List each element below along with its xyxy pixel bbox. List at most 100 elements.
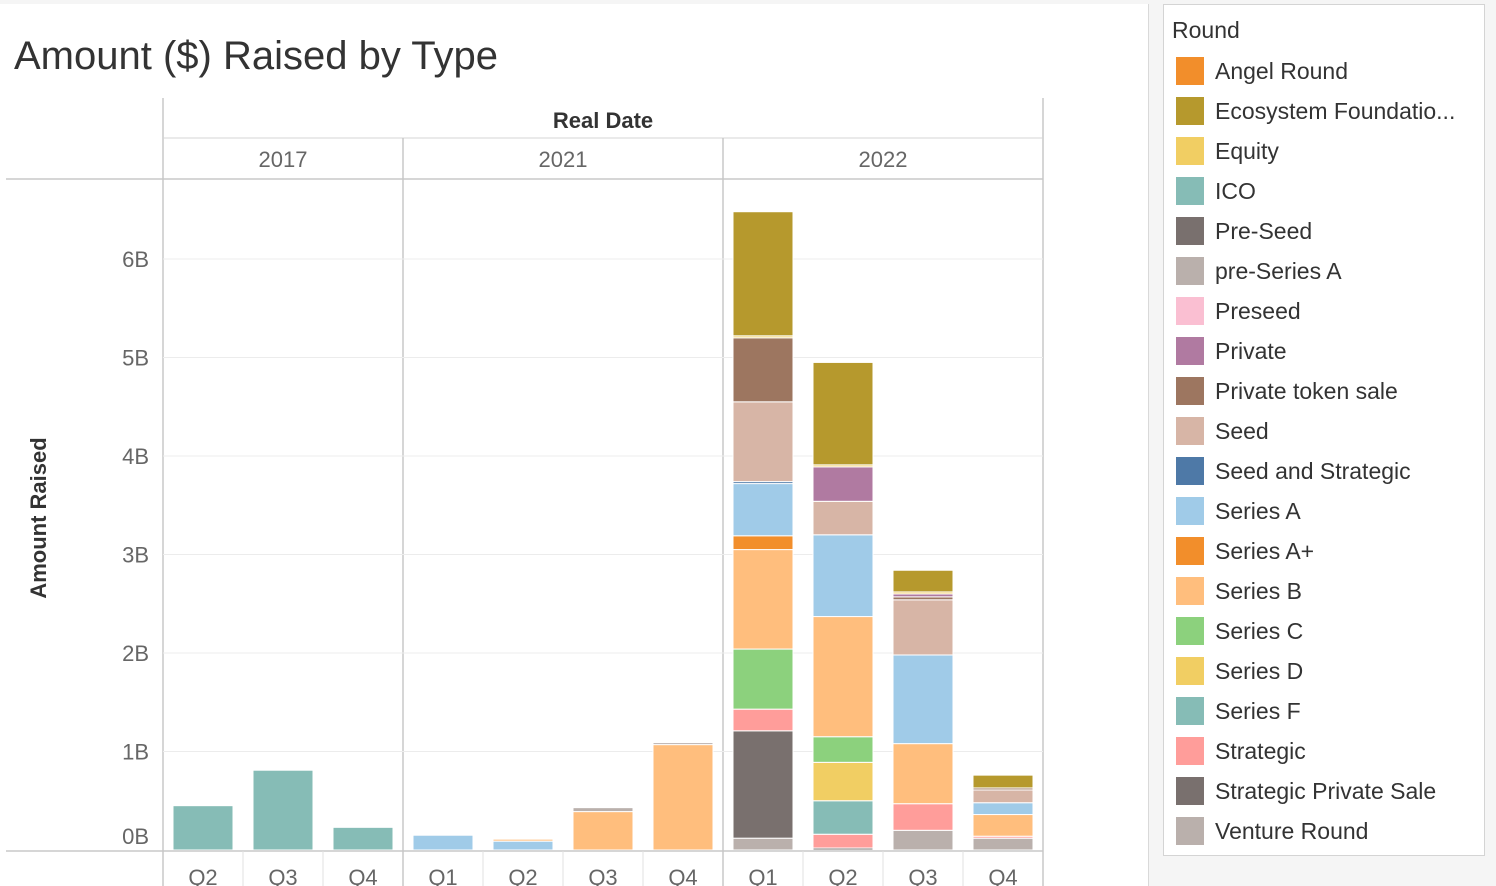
legend-title: Round	[1172, 17, 1240, 43]
bar-segment-2022-Q2[interactable]	[812, 616, 874, 738]
bar-segment-2022-Q2[interactable]	[812, 736, 874, 763]
x-tick-label: Q2	[828, 865, 857, 886]
bar-segment-2017-Q4[interactable]	[332, 826, 394, 851]
bar-segment-2022-Q3[interactable]	[892, 569, 954, 593]
legend-item[interactable]: Series D	[1176, 656, 1482, 686]
bar-segment-2022-Q3[interactable]	[892, 829, 954, 851]
legend-swatch	[1176, 577, 1204, 605]
bar-segment-2022-Q1[interactable]	[732, 337, 794, 403]
legend-item[interactable]: pre-Series A	[1176, 256, 1482, 286]
bar-segment-2021-Q3[interactable]	[572, 811, 634, 851]
legend-label: Series C	[1215, 617, 1304, 644]
legend-label: Series A+	[1215, 537, 1315, 564]
bar-segment-2022-Q2[interactable]	[812, 800, 874, 835]
legend-item[interactable]: ICO	[1176, 176, 1482, 206]
year-header-2017: 2017	[259, 147, 308, 172]
bar-segment-2022-Q2[interactable]	[812, 466, 874, 502]
bar-segment-2022-Q3[interactable]	[892, 743, 954, 805]
legend-item[interactable]: Equity	[1176, 136, 1482, 166]
legend-item[interactable]: Series B	[1176, 576, 1482, 606]
y-tick-label: 3B	[122, 543, 149, 568]
bar-segment-2022-Q2[interactable]	[812, 833, 874, 849]
legend-item[interactable]: Pre-Seed	[1176, 216, 1482, 246]
bar-segment-2022-Q1[interactable]	[732, 549, 794, 650]
bar-segment-2022-Q2[interactable]	[812, 361, 874, 466]
legend-item[interactable]: Strategic	[1176, 736, 1482, 766]
bar-segment-2022-Q2[interactable]	[812, 761, 874, 802]
legend-item[interactable]: Angel Round	[1176, 56, 1482, 86]
y-axis-label: Amount Raised	[26, 437, 51, 598]
bar-segment-2022-Q3[interactable]	[892, 599, 954, 656]
bar-segment-2022-Q1[interactable]	[732, 708, 794, 732]
bar-segment-2021-Q3[interactable]	[572, 807, 634, 813]
bar-segment-2022-Q1[interactable]	[732, 730, 794, 839]
x-tick-label: Q1	[748, 865, 777, 886]
bar-segment-2022-Q1[interactable]	[732, 648, 794, 710]
legend-item[interactable]: Series C	[1176, 616, 1482, 646]
x-tick-label: Q3	[908, 865, 937, 886]
legend-swatch	[1176, 177, 1204, 205]
legend-label: Venture Round	[1215, 817, 1369, 844]
bar-segment-2021-Q2[interactable]	[492, 838, 554, 842]
legend-swatch	[1176, 257, 1204, 285]
y-tick-label: 1B	[122, 740, 149, 765]
bar-segment-2022-Q3[interactable]	[892, 803, 954, 831]
legend-swatch	[1176, 617, 1204, 645]
legend-item[interactable]: Venture Round	[1176, 816, 1482, 846]
bar-segment-2022-Q1[interactable]	[732, 401, 794, 483]
legend-item[interactable]: Series A	[1176, 496, 1482, 526]
x-tick-label: Q4	[348, 865, 377, 886]
y-tick-label: 2B	[122, 641, 149, 666]
legend-item[interactable]: Ecosystem Foundatio...	[1176, 96, 1482, 126]
legend-swatch	[1176, 137, 1204, 165]
bar-segment-2022-Q1[interactable]	[732, 535, 794, 551]
year-header-2022: 2022	[859, 147, 908, 172]
bar-segment-2022-Q4[interactable]	[972, 837, 1034, 851]
bar-segment-2022-Q4[interactable]	[972, 814, 1034, 837]
legend-item[interactable]: Series F	[1176, 696, 1482, 726]
bar-segment-2021-Q4[interactable]	[652, 744, 714, 851]
legend-label: Private token sale	[1215, 377, 1398, 404]
legend-label: Seed and Strategic	[1215, 457, 1411, 484]
legend-swatch	[1176, 737, 1204, 765]
legend-item[interactable]: Private token sale	[1176, 376, 1482, 406]
legend-label: Angel Round	[1215, 57, 1348, 84]
legend-swatch	[1176, 417, 1204, 445]
bar-segment-2022-Q2[interactable]	[812, 500, 874, 536]
legend-label: Equity	[1215, 137, 1279, 164]
legend-item[interactable]: Seed	[1176, 416, 1482, 446]
bar-segment-2022-Q1[interactable]	[732, 837, 794, 851]
legend-item[interactable]: Private	[1176, 336, 1482, 366]
y-tick-label: 5B	[122, 346, 149, 371]
bar-segment-2017-Q3[interactable]	[252, 769, 314, 851]
year-header-2021: 2021	[539, 147, 588, 172]
bar-segment-2021-Q1[interactable]	[412, 834, 474, 851]
bar-segment-2021-Q2[interactable]	[492, 840, 554, 851]
legend-item[interactable]: Preseed	[1176, 296, 1482, 326]
legend-swatch	[1176, 457, 1204, 485]
legend-swatch	[1176, 297, 1204, 325]
legend-swatch	[1176, 777, 1204, 805]
bar-segment-2022-Q4[interactable]	[972, 789, 1034, 804]
bar-segment-2022-Q1[interactable]	[732, 483, 794, 537]
legend-label: pre-Series A	[1215, 257, 1342, 284]
legend-item[interactable]: Series A+	[1176, 536, 1482, 566]
legend-item[interactable]: Strategic Private Sale	[1176, 776, 1482, 806]
bar-segment-2022-Q1[interactable]	[732, 211, 794, 337]
chart-title: Amount ($) Raised by Type	[14, 34, 498, 78]
bar-segment-2022-Q4[interactable]	[972, 802, 1034, 816]
bar-segment-2021-Q4[interactable]	[652, 742, 714, 746]
bar-segment-2022-Q2[interactable]	[812, 534, 874, 618]
column-header: Real Date	[553, 108, 653, 133]
bar-segment-2017-Q2[interactable]	[172, 805, 234, 851]
legend-label: Ecosystem Foundatio...	[1215, 97, 1456, 124]
x-tick-label: Q2	[188, 865, 217, 886]
x-tick-label: Q4	[668, 865, 697, 886]
legend: Round Angel Round Ecosystem Foundatio... E…	[1163, 4, 1485, 856]
legend-label: Strategic	[1215, 737, 1306, 764]
bar-segment-2022-Q4[interactable]	[972, 774, 1034, 789]
x-tick-label: Q4	[988, 865, 1017, 886]
legend-item[interactable]: Seed and Strategic	[1176, 456, 1482, 486]
bar-segment-2022-Q3[interactable]	[892, 654, 954, 745]
